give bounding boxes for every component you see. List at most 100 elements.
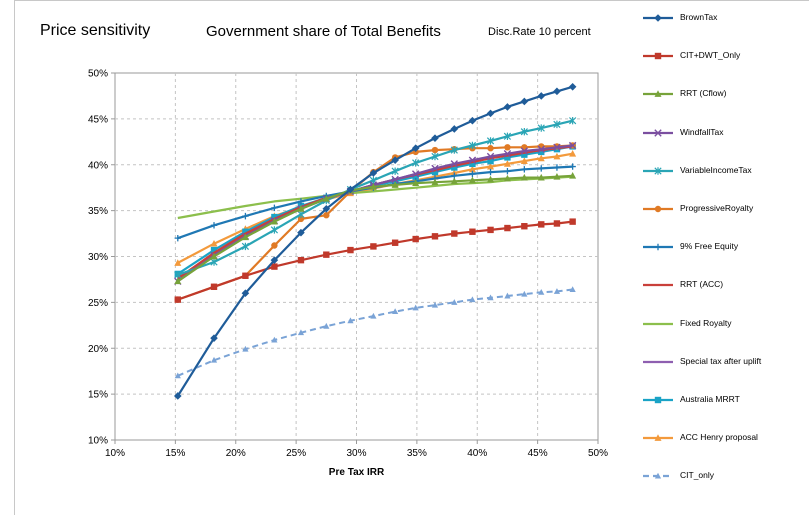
data-point (654, 243, 662, 251)
data-point (369, 183, 377, 190)
data-point (412, 159, 420, 167)
data-point (486, 137, 495, 145)
data-point (323, 251, 330, 258)
data-point (450, 125, 459, 133)
legend-label: ACC Henry proposal (680, 432, 758, 443)
data-point (270, 226, 279, 234)
data-point (569, 150, 577, 157)
data-point (569, 172, 577, 179)
data-point (431, 152, 439, 161)
legend-label: RRT (Cflow) (680, 88, 727, 99)
data-point (468, 156, 477, 164)
data-point (210, 239, 218, 247)
data-point (569, 286, 576, 293)
chart-title: Price sensitivity (40, 22, 151, 39)
legend-swatch (643, 284, 673, 287)
data-point (451, 299, 458, 305)
data-point (553, 220, 561, 227)
data-point (369, 169, 378, 177)
data-point (242, 345, 249, 352)
series-2 (174, 172, 577, 285)
legend-label: RRT (ACC) (680, 279, 724, 290)
data-point (521, 151, 528, 158)
series-12 (174, 286, 576, 379)
data-point (270, 217, 278, 225)
data-point (553, 120, 561, 129)
data-point (241, 233, 249, 241)
data-point (521, 223, 528, 230)
data-point (469, 160, 476, 168)
data-point (242, 212, 249, 220)
legend-swatch (643, 90, 673, 98)
data-point (520, 173, 528, 181)
data-point (538, 221, 545, 228)
data-point (469, 296, 476, 303)
data-point (486, 152, 495, 161)
y-tick-label: 30% (88, 252, 108, 263)
x-tick-label: 20% (226, 448, 246, 459)
data-point (487, 162, 495, 170)
data-point (538, 288, 545, 295)
data-point (297, 256, 305, 264)
data-point (174, 271, 182, 279)
data-point (210, 222, 218, 229)
data-point (537, 173, 545, 181)
legend-swatch (643, 167, 673, 175)
x-tick-label: 25% (286, 448, 306, 459)
chart-frame (14, 0, 809, 515)
data-point (210, 334, 218, 342)
data-point (553, 172, 561, 180)
data-point (241, 289, 250, 297)
data-point (487, 157, 494, 165)
data-point (504, 292, 511, 299)
data-point (210, 246, 218, 254)
data-point (450, 177, 458, 185)
legend-label: 9% Free Equity (680, 241, 739, 252)
data-point (468, 116, 477, 125)
data-point (322, 204, 331, 213)
y-tick-label: 35% (88, 206, 108, 217)
y-tick-label: 50% (88, 69, 108, 80)
x-tick-label: 35% (407, 448, 427, 459)
chart-subtitle: Government share of Total Benefits (206, 23, 441, 40)
x-tick-label: 10% (105, 448, 125, 459)
x-tick-label: 50% (588, 448, 608, 459)
data-point (392, 308, 399, 315)
legend-label: Australia MRRT (680, 394, 740, 404)
x-tick-label: 15% (165, 448, 185, 459)
chart-note: Disc.Rate 10 percent (488, 26, 591, 38)
data-point (271, 336, 278, 343)
data-point (174, 372, 181, 379)
x-tick-label: 30% (346, 448, 366, 459)
data-point (271, 242, 278, 249)
data-point (411, 144, 420, 153)
data-point (391, 175, 399, 184)
data-point (391, 156, 399, 164)
data-point (553, 288, 561, 294)
data-point (654, 90, 662, 98)
data-point (450, 146, 458, 154)
data-point (553, 152, 561, 160)
data-point (468, 165, 476, 173)
legend-label: CIT_only (680, 470, 715, 481)
data-point (503, 160, 511, 167)
data-point (654, 205, 662, 213)
data-point (347, 317, 354, 324)
data-point (370, 312, 377, 319)
data-point (654, 396, 662, 404)
data-point (391, 167, 399, 175)
data-point (450, 160, 459, 168)
data-point (451, 230, 458, 237)
data-point (504, 154, 511, 161)
legend-label: Special tax after uplift (680, 355, 762, 366)
data-point (520, 147, 529, 155)
data-point (569, 218, 576, 225)
data-point (654, 434, 662, 442)
data-point (553, 87, 561, 96)
data-point (504, 167, 511, 175)
y-tick-label: 40% (88, 160, 108, 171)
data-point (297, 228, 305, 237)
legend-label: Fixed Royalty (680, 317, 732, 328)
data-point (553, 143, 561, 152)
y-tick-label: 20% (88, 344, 108, 355)
